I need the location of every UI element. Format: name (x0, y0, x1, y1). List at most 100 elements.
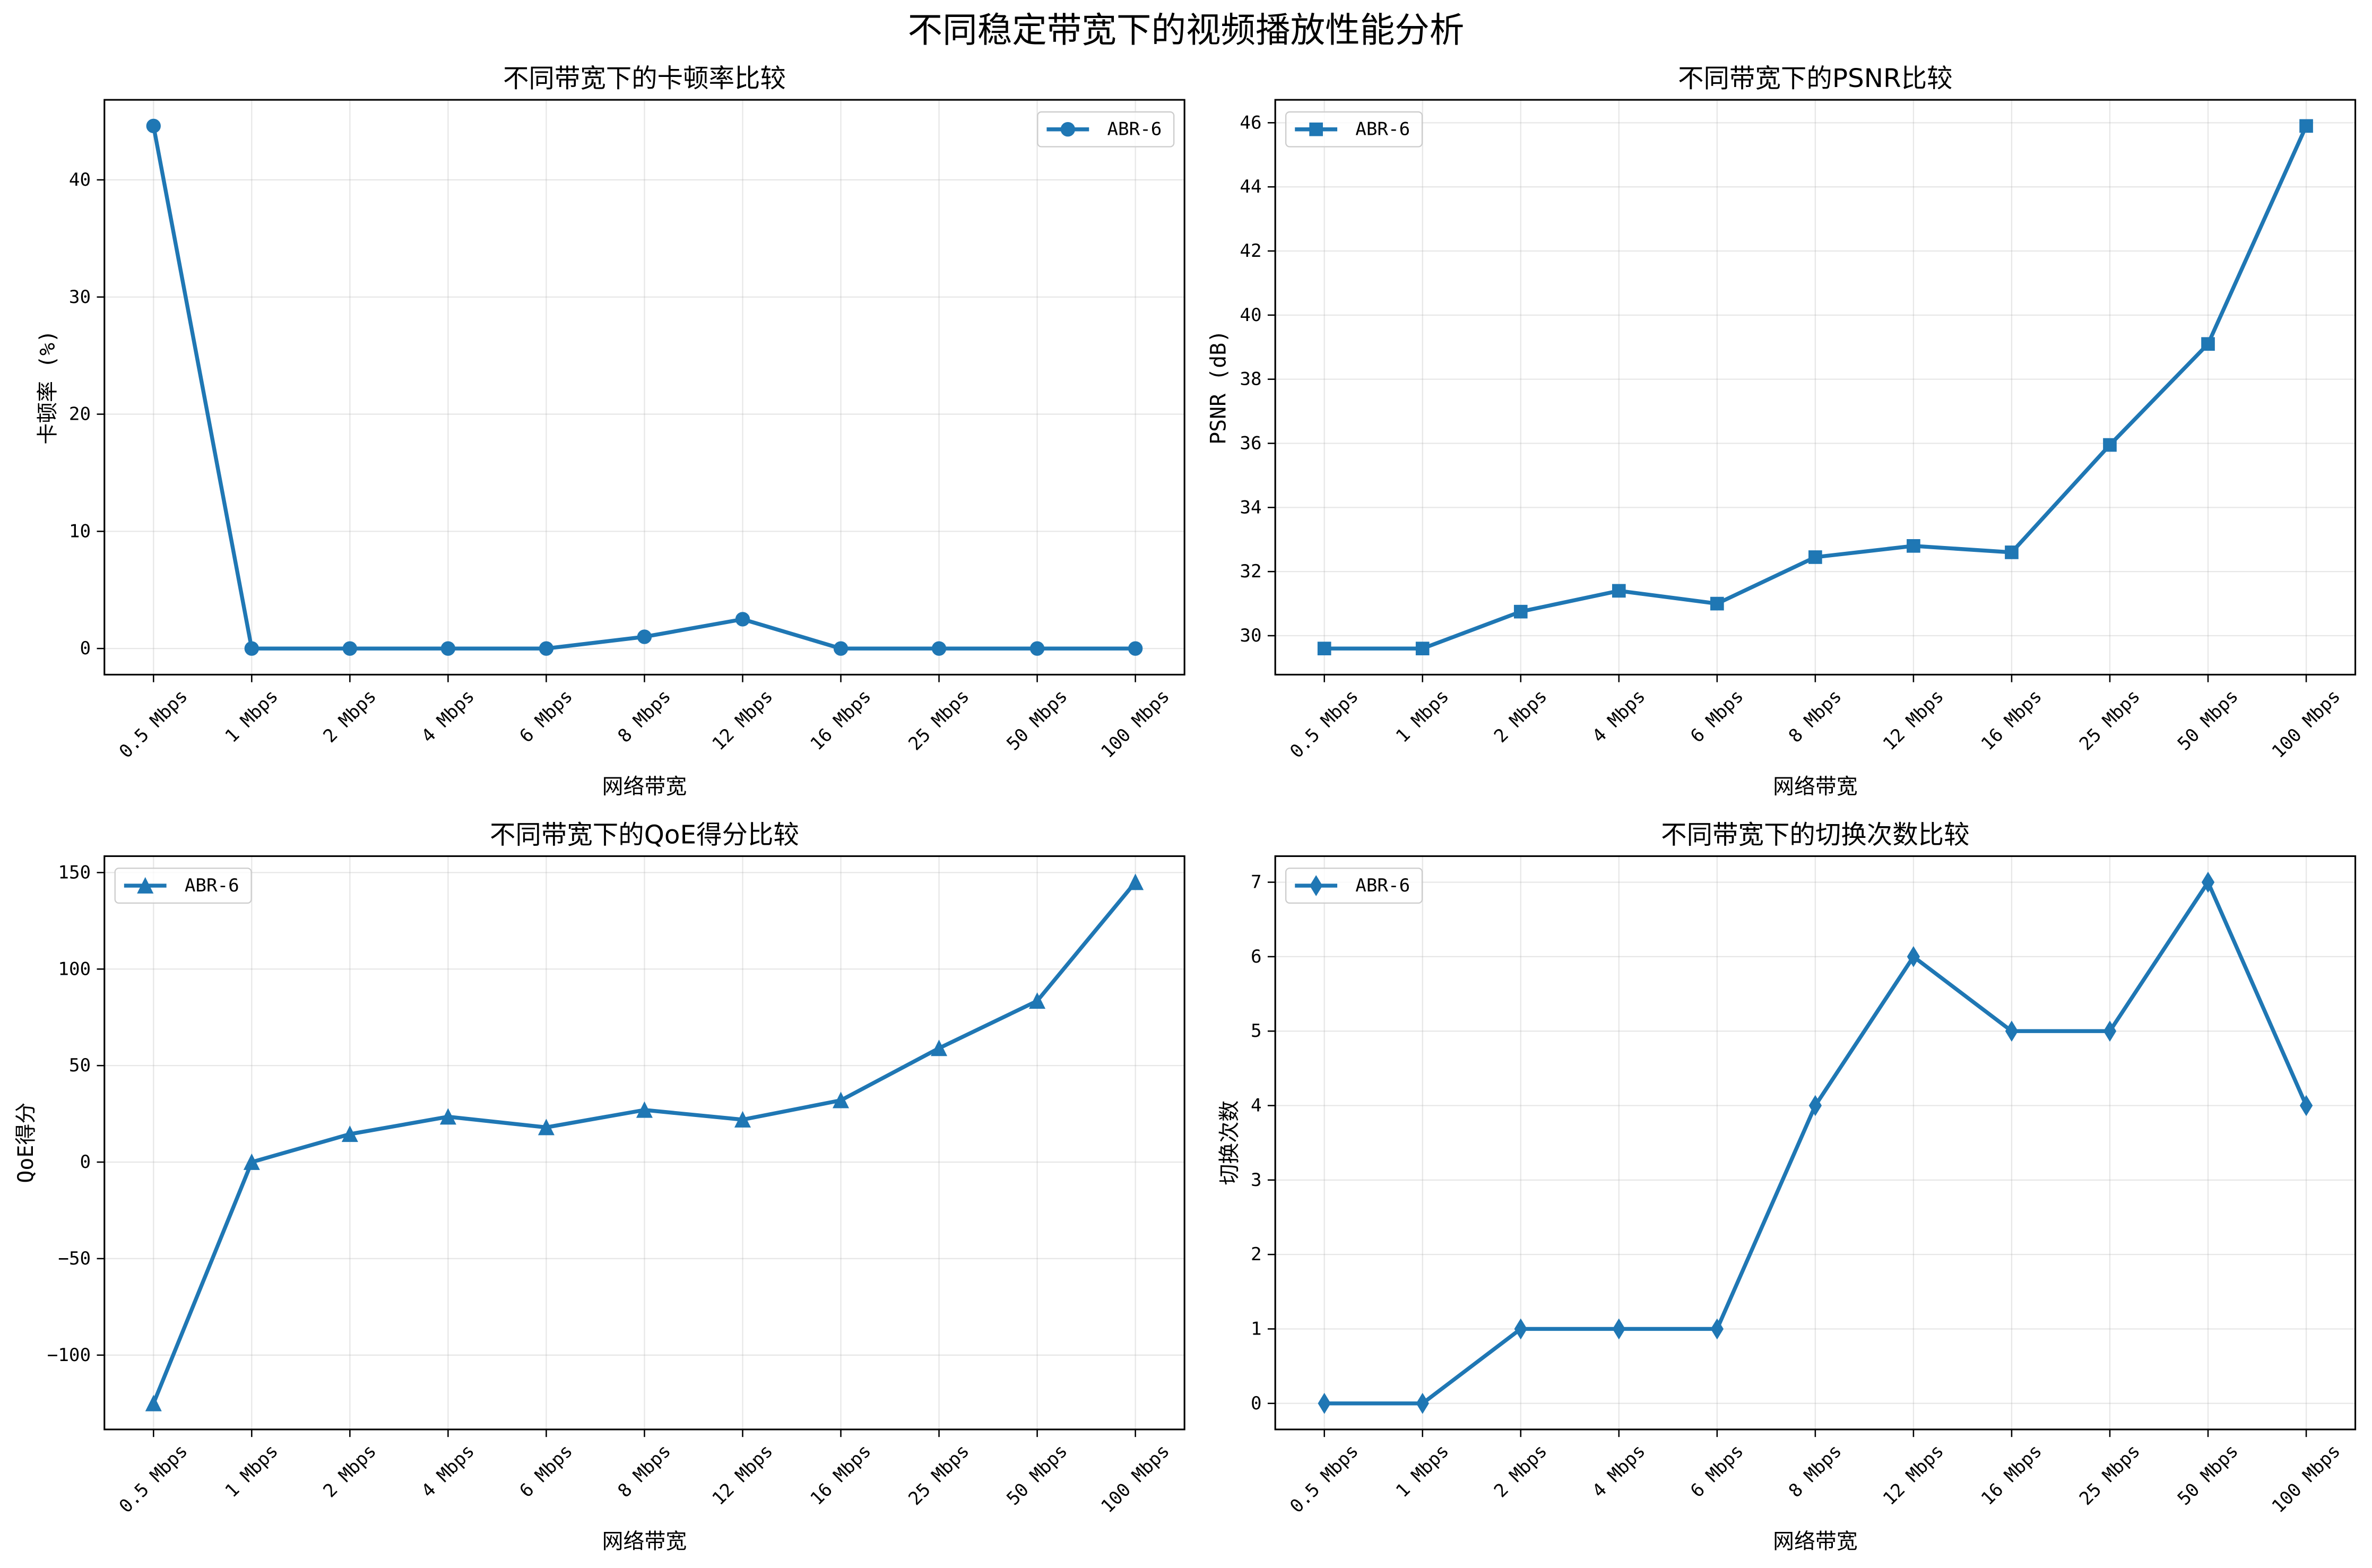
data-point (1415, 642, 1430, 655)
y-tick-label: 2 (1251, 1244, 1262, 1265)
legend-frame (1037, 111, 1175, 148)
data-point (1612, 1318, 1625, 1340)
legend-frame (1285, 111, 1423, 148)
data-point (1416, 1392, 1429, 1414)
data-point (2103, 1020, 2117, 1042)
legend-marker (1060, 122, 1076, 137)
data-point (1710, 596, 1724, 611)
y-axis-label: PSNR (dB) (1206, 330, 1231, 445)
y-tick-label: 42 (1240, 240, 1261, 262)
y-tick-label: 46 (1240, 112, 1261, 133)
data-series (1317, 119, 2313, 655)
data-point (1127, 873, 1144, 890)
axes-frame (1274, 99, 2357, 675)
plot-area (104, 100, 1185, 675)
data-point (1029, 992, 1046, 1009)
x-axis-label: 网络带宽 (602, 1529, 687, 1554)
legend: ABR-6 (1285, 111, 1423, 148)
data-point (538, 1119, 555, 1136)
data-point (145, 1394, 162, 1411)
figure-title: 不同稳定带宽下的视频播放性能分析 (908, 10, 1465, 50)
y-tick-label: 36 (1240, 432, 1261, 454)
y-axis-label: QoE得分 (14, 1103, 38, 1183)
data-point (2201, 871, 2215, 893)
data-point (931, 1039, 948, 1056)
data-point (734, 1111, 751, 1128)
data-series (145, 873, 1144, 1411)
y-tick-label: −100 (47, 1345, 91, 1366)
y-tick-label: 5 (1251, 1020, 1262, 1042)
legend: ABR-6 (1037, 111, 1175, 148)
y-tick-label: 3 (1251, 1169, 1262, 1191)
subplot-title: 不同带宽下的QoE得分比较 (490, 820, 799, 850)
data-point (1907, 946, 1920, 967)
y-tick-label: 44 (1240, 176, 1261, 197)
y-tick-label: 30 (1240, 625, 1261, 646)
y-tick-label: 50 (69, 1055, 91, 1076)
subplot-title: 不同带宽下的PSNR比较 (1678, 64, 1953, 93)
legend-marker (1309, 875, 1323, 896)
data-point (341, 1125, 358, 1142)
subplot-title: 不同带宽下的卡顿率比较 (503, 64, 786, 93)
grid (104, 856, 1185, 1430)
y-axis-label: 卡顿率 (%) (36, 330, 60, 445)
y-tick-label: 100 (58, 958, 91, 980)
data-point (636, 1101, 653, 1118)
data-point (440, 641, 456, 656)
legend-marker (137, 877, 154, 894)
legend-frame (1285, 868, 1423, 904)
data-point (1514, 1318, 1527, 1340)
y-tick-label: 10 (69, 521, 91, 542)
y-axis-label: 切换次数 (1217, 1101, 1242, 1185)
data-point (2299, 1095, 2313, 1116)
data-point (735, 612, 750, 627)
y-tick-label: 32 (1240, 561, 1261, 582)
data-point (2005, 545, 2019, 559)
y-tick-label: 0 (1251, 1393, 1262, 1414)
legend-label: ABR-6 (1355, 119, 1410, 140)
y-tick-label: −50 (58, 1248, 91, 1269)
data-point (2201, 337, 2215, 351)
data-point (2299, 119, 2313, 133)
data-point (1318, 1392, 1331, 1414)
y-tick-label: 6 (1251, 946, 1262, 967)
data-point (146, 118, 161, 134)
subplot-title: 不同带宽下的切换次数比较 (1661, 820, 1969, 850)
plot-area (104, 856, 1185, 1430)
y-tick-label: 34 (1240, 497, 1261, 518)
legend: ABR-6 (114, 868, 252, 904)
y-tick-label: 38 (1240, 369, 1261, 390)
grid (1275, 856, 2356, 1430)
x-axis-label: 网络带宽 (1773, 1529, 1858, 1554)
plot-area (1275, 100, 2356, 675)
y-tick-label: 0 (80, 638, 91, 659)
axes-frame (103, 99, 1185, 675)
data-point (637, 629, 652, 644)
data-point (833, 1091, 850, 1108)
data-point (244, 641, 259, 656)
x-axis-label: 网络带宽 (602, 774, 687, 799)
y-tick-label: 30 (69, 287, 91, 308)
data-point (1612, 584, 1626, 598)
data-point (1029, 641, 1045, 656)
y-tick-label: 7 (1251, 872, 1262, 893)
legend-label: ABR-6 (1355, 875, 1410, 896)
data-point (1513, 604, 1528, 619)
legend-label: ABR-6 (1107, 119, 1162, 140)
y-tick-label: 20 (69, 404, 91, 425)
x-axis-label: 网络带宽 (1773, 774, 1858, 799)
data-point (1317, 642, 1331, 655)
y-tick-label: 0 (80, 1151, 91, 1173)
data-series (146, 118, 1143, 656)
legend: ABR-6 (1285, 868, 1423, 904)
data-point (1128, 641, 1143, 656)
data-point (243, 1153, 260, 1170)
y-tick-label: 40 (1240, 305, 1261, 326)
legend-label: ABR-6 (185, 875, 239, 896)
y-tick-label: 1 (1251, 1318, 1262, 1339)
data-point (2103, 438, 2117, 452)
data-point (833, 641, 849, 656)
data-point (539, 641, 554, 656)
legend-frame (114, 868, 252, 904)
